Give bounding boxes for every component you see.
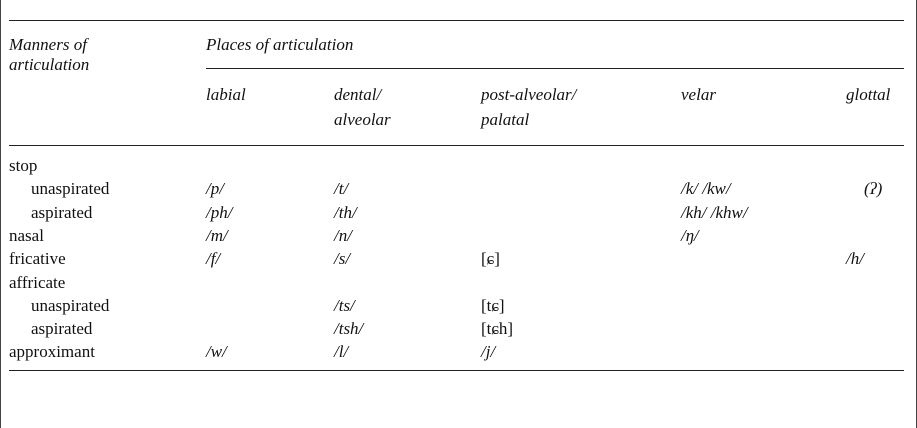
column-header: labial <box>206 85 246 104</box>
row-label: fricative <box>9 249 66 269</box>
column-header: velar <box>681 85 716 104</box>
cell: [tɕ] <box>481 295 505 315</box>
sub-row-label: aspirated <box>31 319 93 339</box>
manners-line: articulation <box>9 55 90 74</box>
cell: /l/ <box>334 342 349 362</box>
column-header: alveolar <box>334 110 391 129</box>
row-label: affricate <box>9 272 66 292</box>
column-header: post-alveolar/ <box>481 85 577 104</box>
cell: /kh/ /khw/ <box>681 202 748 222</box>
cell: /tsh/ <box>334 319 364 339</box>
cell: /f/ <box>206 249 221 269</box>
cell: /k/ /kw/ <box>681 179 731 199</box>
column-header: dental/ <box>334 85 382 104</box>
header-rule <box>9 145 904 146</box>
row-label: stop <box>9 156 38 175</box>
cell: /m/ <box>206 225 228 245</box>
cell: /ts/ <box>334 295 355 315</box>
cell: [ɕ] <box>481 249 500 269</box>
cell: (ʔ) <box>864 179 883 199</box>
row-label: approximant <box>9 342 95 362</box>
column-header: glottal <box>846 85 891 104</box>
column-header: palatal <box>481 110 530 129</box>
cell: [tɕh] <box>481 319 514 339</box>
row-label: nasal <box>9 225 44 245</box>
cell: /ŋ/ <box>681 225 699 245</box>
sub-row-label: unaspirated <box>31 179 110 199</box>
places-rule <box>206 68 904 69</box>
sub-row-label: aspirated <box>31 202 93 222</box>
cell: /ph/ <box>206 202 233 222</box>
manners-line: Manners of <box>9 35 87 54</box>
top-rule <box>9 20 904 21</box>
cell: /p/ <box>206 179 224 199</box>
cell: /j/ <box>481 342 496 362</box>
cell: /n/ <box>334 225 352 245</box>
places-title: Places of articulation <box>206 35 354 54</box>
cell: /h/ <box>846 249 864 269</box>
cell: /w/ <box>206 342 227 362</box>
cell: /t/ <box>334 179 349 199</box>
bottom-rule <box>9 370 904 371</box>
cell: /s/ <box>334 249 351 269</box>
sub-row-label: unaspirated <box>31 295 110 315</box>
cell: /th/ <box>334 202 357 222</box>
